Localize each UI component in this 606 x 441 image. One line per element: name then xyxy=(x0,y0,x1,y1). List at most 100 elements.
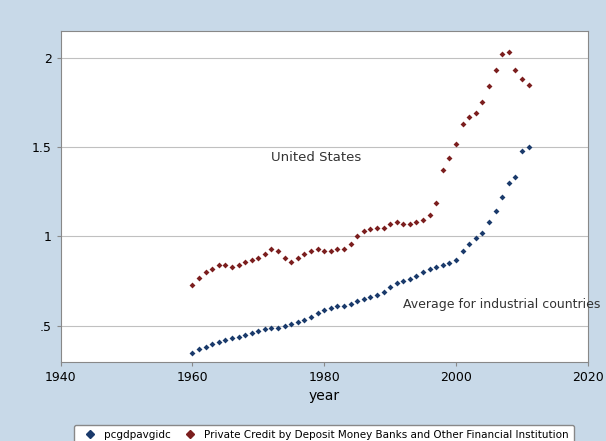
Point xyxy=(333,246,342,253)
Point xyxy=(491,208,501,215)
Point xyxy=(491,67,501,74)
Point xyxy=(221,262,230,269)
Point xyxy=(339,246,349,253)
Point xyxy=(524,144,533,151)
Point xyxy=(326,304,336,311)
Point xyxy=(313,246,322,253)
Point xyxy=(372,224,382,231)
Point xyxy=(234,333,244,340)
Point xyxy=(287,321,296,328)
Point xyxy=(188,281,198,288)
Point xyxy=(359,295,368,303)
Point xyxy=(326,247,336,254)
Point xyxy=(359,228,368,235)
Point xyxy=(379,224,388,231)
Point xyxy=(214,338,224,345)
Point xyxy=(293,254,303,262)
Point xyxy=(484,219,494,226)
Point xyxy=(392,219,402,226)
Point xyxy=(201,344,210,351)
Point xyxy=(260,326,270,333)
Point xyxy=(464,240,474,247)
Point xyxy=(319,247,329,254)
Point xyxy=(260,251,270,258)
Point xyxy=(194,346,204,353)
Point xyxy=(253,328,263,335)
Point xyxy=(498,51,507,58)
Point xyxy=(438,167,448,174)
Point xyxy=(484,83,494,90)
Point xyxy=(471,109,481,116)
Point xyxy=(293,319,303,326)
Text: United States: United States xyxy=(271,151,362,164)
Point xyxy=(399,220,408,228)
Point xyxy=(346,240,356,247)
Point xyxy=(458,247,467,254)
Point xyxy=(241,331,250,338)
Point xyxy=(339,303,349,310)
Point xyxy=(504,179,514,187)
Point xyxy=(405,276,415,283)
Point xyxy=(431,263,441,270)
Point xyxy=(201,269,210,276)
Point xyxy=(379,288,388,295)
Point xyxy=(319,306,329,313)
Point xyxy=(299,251,309,258)
Point xyxy=(517,75,527,82)
Point xyxy=(306,247,316,254)
Point xyxy=(431,199,441,206)
Point xyxy=(287,258,296,265)
Point xyxy=(188,349,198,356)
X-axis label: year: year xyxy=(308,389,340,403)
Point xyxy=(207,340,217,347)
Point xyxy=(313,310,322,317)
Point xyxy=(267,324,276,331)
Point xyxy=(247,256,256,263)
Point xyxy=(253,254,263,262)
Point xyxy=(234,262,244,269)
Point xyxy=(399,278,408,285)
Point xyxy=(221,336,230,344)
Point xyxy=(418,269,428,276)
Point xyxy=(273,247,283,254)
Point xyxy=(445,154,454,161)
Text: Average for industrial countries: Average for industrial countries xyxy=(404,298,601,311)
Point xyxy=(299,317,309,324)
Point xyxy=(194,274,204,281)
Point xyxy=(478,99,487,106)
Point xyxy=(517,147,527,154)
Point xyxy=(241,258,250,265)
Point xyxy=(273,324,283,331)
Point xyxy=(425,212,435,219)
Point xyxy=(405,220,415,228)
Point xyxy=(227,335,237,342)
Point xyxy=(471,235,481,242)
Legend: pcgdpavgidc, Private Credit by Deposit Money Banks and Other Financial Instituti: pcgdpavgidc, Private Credit by Deposit M… xyxy=(74,425,574,441)
Point xyxy=(385,220,395,228)
Point xyxy=(524,81,533,88)
Point xyxy=(352,233,362,240)
Point xyxy=(267,246,276,253)
Point xyxy=(510,67,520,74)
Point xyxy=(392,280,402,287)
Point xyxy=(247,329,256,336)
Point xyxy=(498,194,507,201)
Point xyxy=(306,314,316,321)
Point xyxy=(214,262,224,269)
Point xyxy=(227,263,237,270)
Point xyxy=(411,219,421,226)
Point xyxy=(425,265,435,272)
Point xyxy=(333,303,342,310)
Point xyxy=(365,226,375,233)
Point xyxy=(365,294,375,301)
Point xyxy=(451,140,461,147)
Point xyxy=(352,297,362,304)
Point xyxy=(451,256,461,263)
Point xyxy=(346,301,356,308)
Point xyxy=(458,120,467,127)
Point xyxy=(372,292,382,299)
Point xyxy=(504,49,514,56)
Point xyxy=(418,217,428,224)
Point xyxy=(510,174,520,181)
Point xyxy=(478,229,487,236)
